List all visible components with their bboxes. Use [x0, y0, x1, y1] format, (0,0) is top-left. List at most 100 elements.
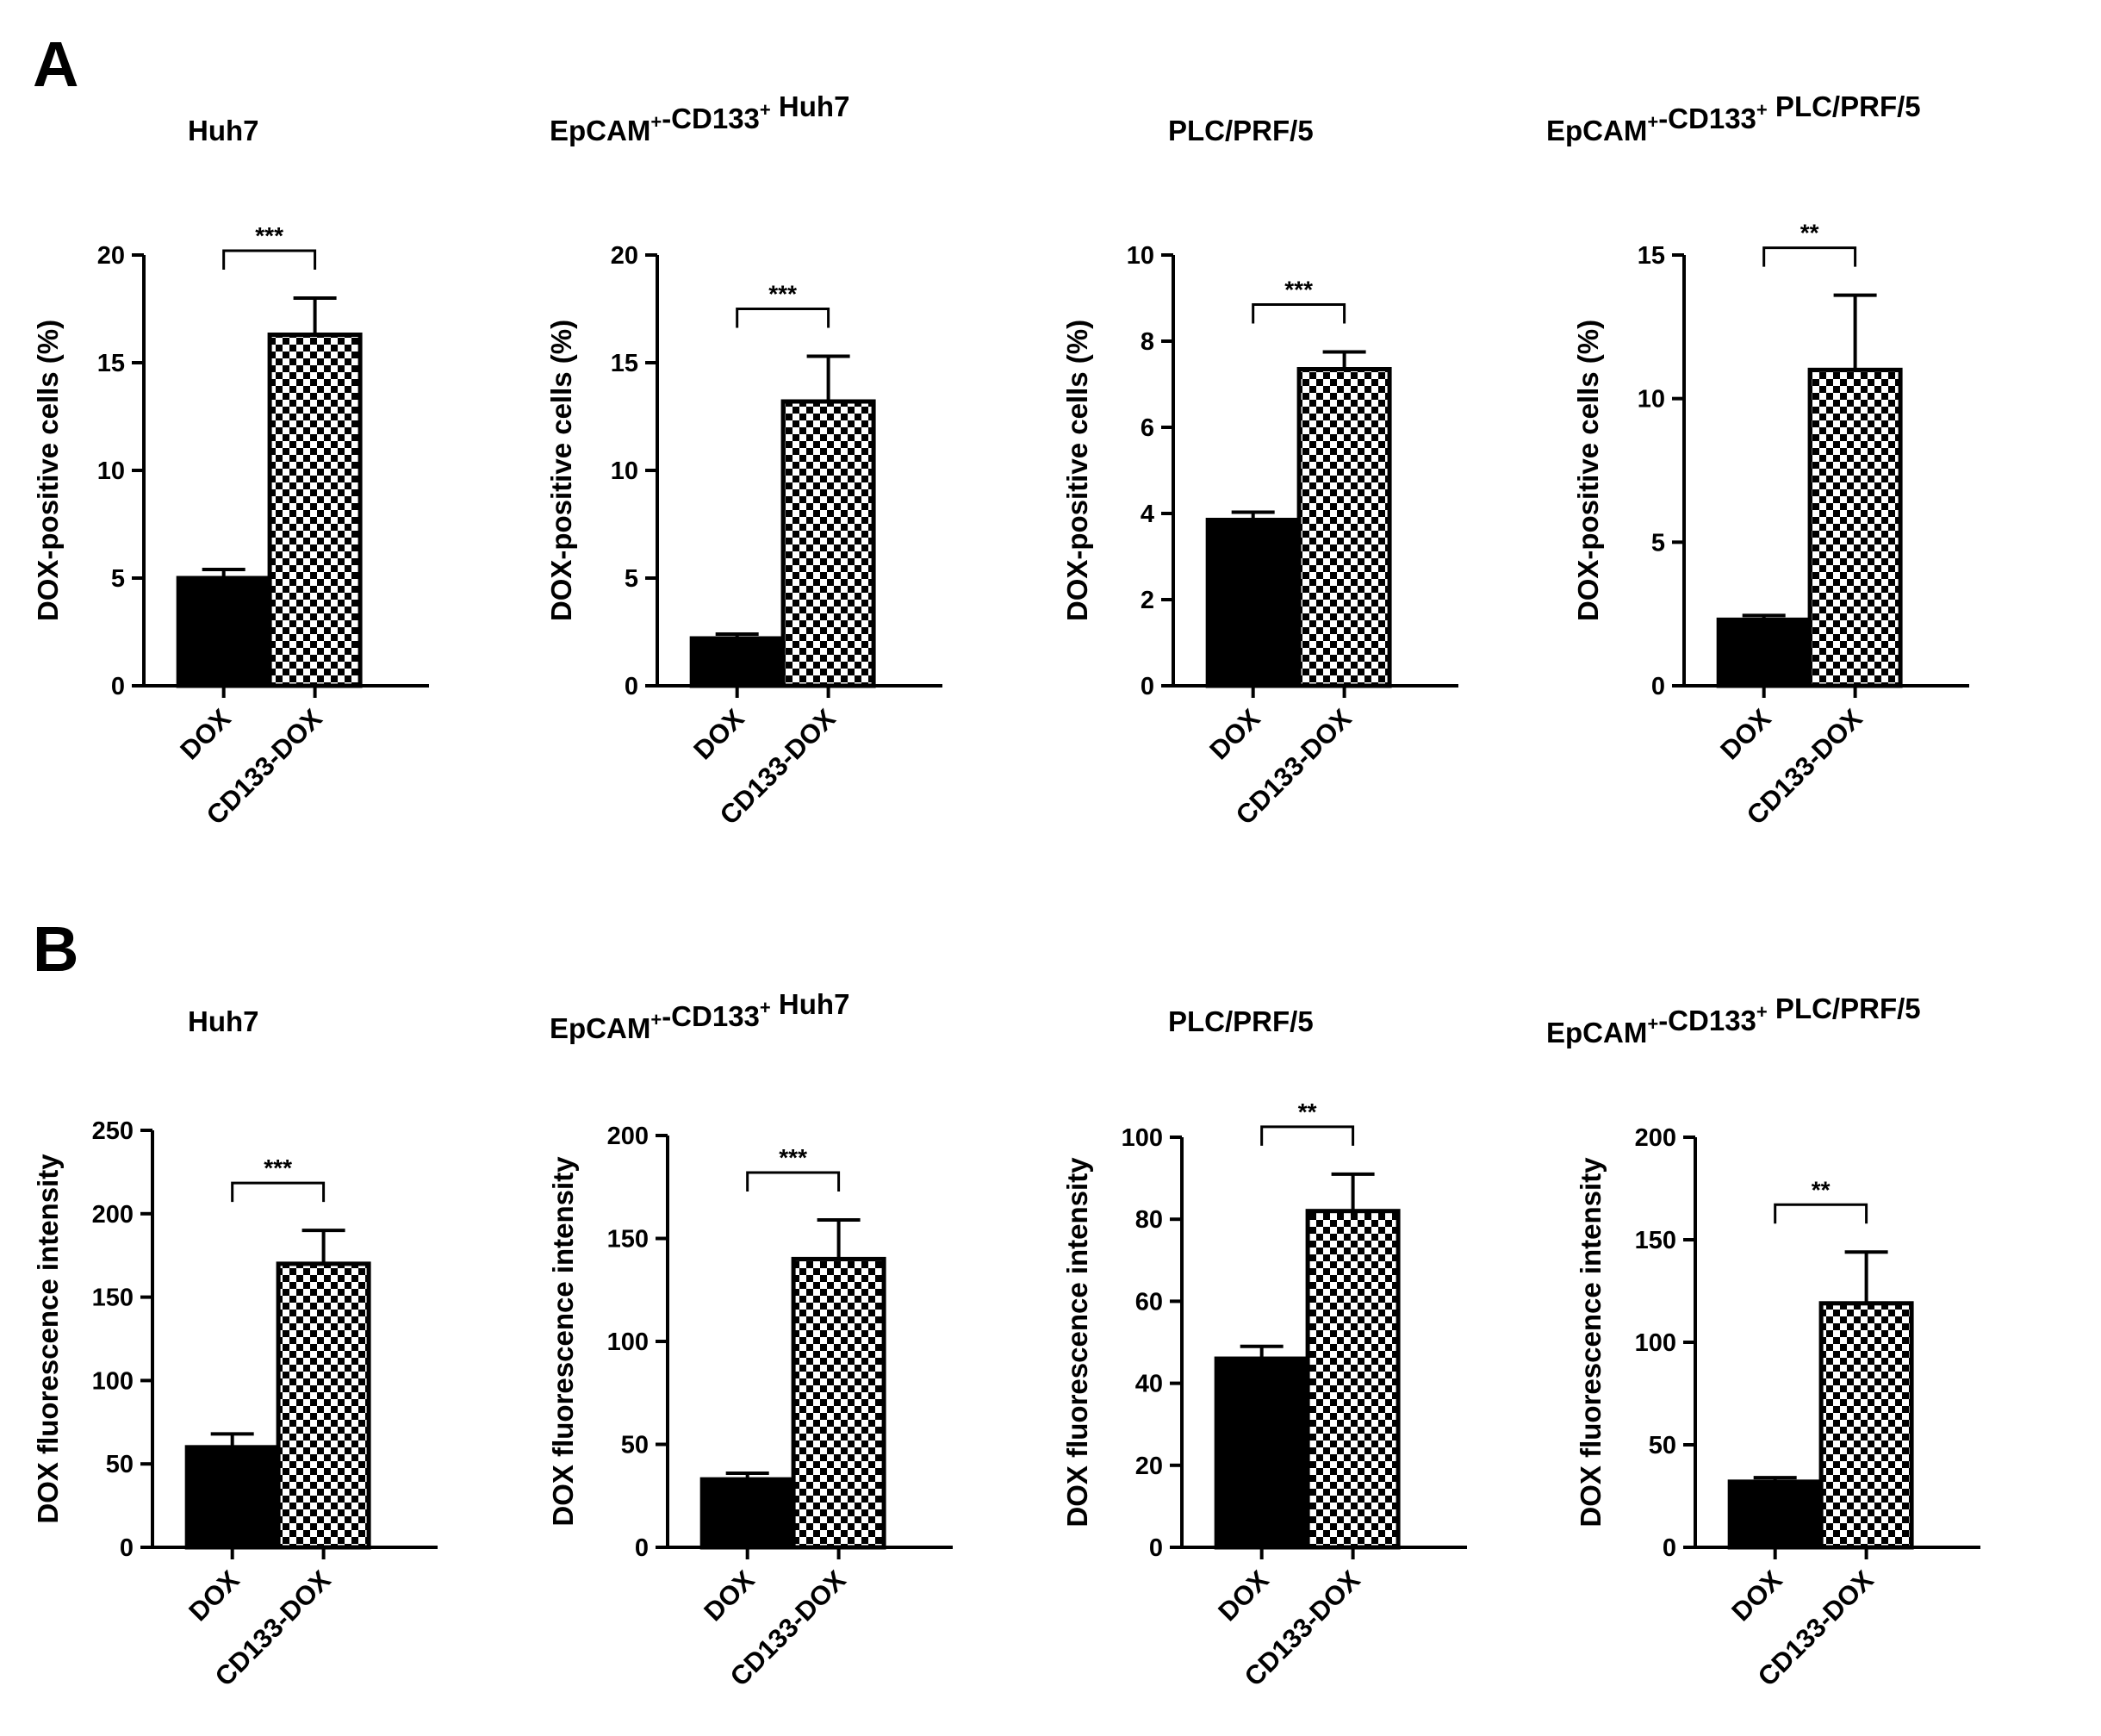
- panel-letter: A: [33, 28, 78, 100]
- y-tick-label: 150: [92, 1285, 134, 1312]
- significance-label: **: [1298, 1098, 1317, 1125]
- significance-label: ***: [264, 1154, 292, 1181]
- bar-dox: [1205, 518, 1301, 688]
- title-part: -CD133: [1658, 103, 1756, 134]
- y-tick-label: 0: [1141, 673, 1154, 700]
- title-part: EpCAM: [1546, 1017, 1647, 1048]
- x-category-label: DOX: [1203, 703, 1265, 765]
- title-part: EpCAM: [550, 115, 650, 146]
- y-tick-label: 50: [621, 1432, 649, 1459]
- significance-bracket: [736, 308, 830, 328]
- title-superscript: +: [1647, 1013, 1658, 1035]
- title-superscript: +: [650, 111, 662, 133]
- title-superscript: +: [760, 997, 771, 1018]
- chart-title: EpCAM+-CD133+ PLC/PRF/5: [1546, 90, 1921, 146]
- y-tick-label: 10: [1638, 386, 1665, 414]
- y-tick-label: 100: [92, 1367, 134, 1395]
- x-category-label: DOX: [698, 1565, 760, 1627]
- significance-bracket: [231, 1181, 326, 1203]
- bar-dox: [699, 1477, 795, 1550]
- title-superscript: +: [760, 99, 771, 121]
- y-tick-label: 15: [1638, 242, 1665, 270]
- significance-label: ***: [779, 1144, 807, 1171]
- y-tick-label: 20: [97, 242, 125, 270]
- y-tick-label: 100: [607, 1328, 649, 1356]
- title-part: PLC/PRF/5: [1768, 90, 1921, 122]
- x-category-label: DOX: [1714, 703, 1776, 765]
- x-category-label: DOX: [687, 703, 749, 765]
- y-tick-label: 10: [1127, 242, 1154, 270]
- chart-title: EpCAM+-CD133+ Huh7: [550, 988, 849, 1044]
- x-category-label: DOX: [183, 1565, 245, 1627]
- bar-cd133-dox: [791, 1256, 886, 1550]
- bar-dox: [689, 636, 785, 688]
- bar-cd133-dox: [780, 399, 876, 688]
- y-tick-label: 50: [106, 1451, 134, 1478]
- y-tick-label: 100: [1635, 1329, 1676, 1357]
- y-tick-label: 6: [1141, 414, 1154, 442]
- y-tick-label: 10: [97, 457, 125, 485]
- bar-cd133-dox: [1807, 367, 1903, 688]
- y-tick-label: 200: [607, 1123, 649, 1150]
- chart-3: PLC/PRF/5 0 2 4 6 8 10 DOX-positive cells (%) DO…: [1061, 115, 1458, 831]
- chart-title: Huh7: [188, 1005, 259, 1037]
- y-tick-label: 8: [1141, 328, 1154, 356]
- y-tick-label: 40: [1135, 1371, 1163, 1398]
- significance-bracket: [1260, 1125, 1355, 1146]
- y-axis-label: DOX fluorescence intensity: [547, 1156, 579, 1527]
- y-tick-label: 0: [1663, 1534, 1676, 1562]
- bar-dox: [1716, 617, 1812, 688]
- title-part: -CD133: [662, 103, 760, 134]
- title-part: Huh7: [771, 988, 850, 1020]
- bar-cd133-dox: [267, 333, 363, 688]
- y-tick-label: 150: [607, 1226, 649, 1254]
- chart-title: Huh7: [188, 115, 259, 146]
- y-tick-label: 15: [611, 350, 638, 377]
- significance-bracket: [1252, 303, 1346, 324]
- y-axis-label: DOX fluorescence intensity: [1061, 1157, 1093, 1528]
- y-axis-label: DOX fluorescence intensity: [1575, 1157, 1607, 1528]
- bar-dox: [176, 576, 271, 688]
- y-tick-label: 20: [1135, 1453, 1163, 1480]
- y-tick-label: 0: [1149, 1534, 1163, 1562]
- significance-label: ***: [255, 222, 283, 249]
- y-tick-label: 200: [92, 1201, 134, 1229]
- y-tick-label: 10: [611, 457, 638, 485]
- y-tick-label: 2: [1141, 587, 1154, 614]
- title-part: Huh7: [771, 90, 850, 122]
- y-axis-label: DOX-positive cells (%): [32, 320, 64, 621]
- chart-title: PLC/PRF/5: [1168, 1005, 1314, 1037]
- chart-5: Huh7 0 50 100 150 200 250 DOX fluorescence inte…: [32, 1005, 438, 1692]
- title-superscript: +: [1647, 111, 1658, 133]
- significance-bracket: [222, 249, 317, 270]
- bar-dox: [1727, 1479, 1823, 1550]
- title-part: EpCAM: [550, 1012, 650, 1044]
- chart-title: PLC/PRF/5: [1168, 115, 1314, 146]
- significance-bracket: [1774, 1203, 1868, 1224]
- significance-label: ***: [768, 281, 797, 308]
- title-part: PLC/PRF/5: [1168, 115, 1314, 146]
- significance-bracket: [1762, 246, 1857, 267]
- title-part: -CD133: [662, 1000, 760, 1032]
- bar-cd133-dox: [1305, 1209, 1401, 1550]
- title-superscript: +: [1756, 1001, 1768, 1023]
- panel-letter: B: [33, 913, 78, 985]
- y-axis-label: DOX-positive cells (%): [1572, 320, 1604, 621]
- y-tick-label: 0: [635, 1534, 649, 1562]
- x-category-label: DOX: [1212, 1565, 1274, 1627]
- y-tick-label: 5: [111, 565, 125, 593]
- title-part: PLC/PRF/5: [1168, 1005, 1314, 1037]
- bar-dox: [184, 1445, 280, 1550]
- significance-label: **: [1800, 220, 1819, 246]
- bar-cd133-dox: [1818, 1301, 1914, 1550]
- y-tick-label: 150: [1635, 1227, 1676, 1254]
- y-tick-label: 5: [1651, 529, 1665, 557]
- x-category-label: DOX: [1725, 1565, 1787, 1627]
- y-tick-label: 15: [97, 350, 125, 377]
- y-tick-label: 0: [120, 1534, 134, 1562]
- chart-title: EpCAM+-CD133+ Huh7: [550, 90, 849, 146]
- y-tick-label: 100: [1122, 1124, 1163, 1152]
- y-axis-label: DOX-positive cells (%): [1061, 320, 1093, 621]
